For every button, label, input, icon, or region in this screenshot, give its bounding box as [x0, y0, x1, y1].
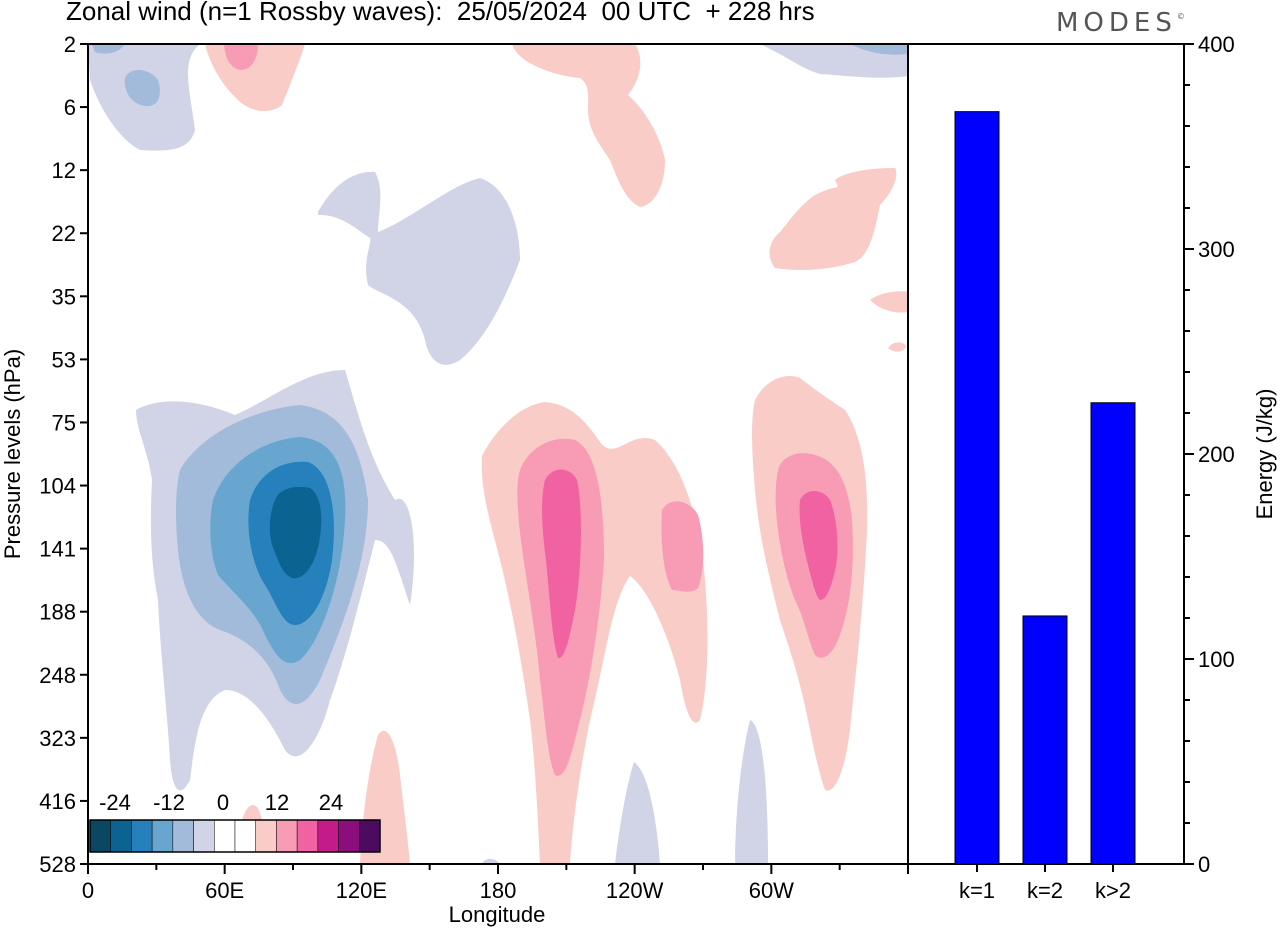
energy-tick-label: 400 — [1198, 32, 1235, 57]
energy-tick-label: 200 — [1198, 442, 1235, 467]
contour-level-minus-6 — [615, 762, 660, 864]
pressure-tick-label: 53 — [52, 347, 76, 372]
energy-tick-label: 0 — [1198, 852, 1210, 877]
colorbar-label: 12 — [265, 790, 289, 815]
contour-level-minus-6 — [482, 858, 500, 864]
positive-anomaly-60w — [752, 376, 868, 791]
x-axis-label: Longitude — [449, 902, 546, 927]
negative-anomaly-upper-left — [88, 44, 200, 151]
negative-anomaly-eastern-hemisphere — [136, 370, 415, 791]
pressure-tick-label: 75 — [52, 410, 76, 435]
logo-mark: © — [1176, 12, 1185, 21]
contour-level-minus-12 — [92, 44, 125, 54]
pressure-tick-label: 528 — [39, 852, 76, 877]
energy-bar — [1022, 615, 1068, 865]
negative-anomaly-lower — [482, 720, 768, 864]
colorbar-swatch — [193, 819, 215, 853]
logo-text: MODES — [1056, 8, 1177, 38]
contour-level-minus-12 — [124, 69, 160, 107]
energy-category-label: k>2 — [1095, 878, 1131, 903]
pressure-tick-label: 12 — [52, 158, 76, 183]
colorbar-swatch — [172, 819, 194, 853]
colorbar-swatch — [151, 819, 174, 853]
energy-category-label: k=2 — [1027, 878, 1063, 903]
colorbar-label: -12 — [153, 790, 185, 815]
energy-tick-label: 100 — [1198, 647, 1235, 672]
colorbar-swatch — [359, 819, 381, 853]
energy-tick-label: 300 — [1198, 237, 1235, 262]
contour-level-plus-6 — [888, 342, 906, 352]
colorbar-swatch — [338, 819, 360, 853]
colorbar-swatch — [317, 819, 339, 853]
contour-level-plus-6 — [242, 805, 262, 820]
contour-level-plus-12 — [224, 44, 258, 70]
colorbar-swatch — [89, 819, 111, 853]
positive-anomaly-upper — [205, 44, 908, 352]
contour-level-plus-6 — [512, 44, 665, 207]
energy-bar — [954, 111, 1000, 865]
energy-category-label: k=1 — [959, 878, 995, 903]
contour-level-minus-12 — [850, 44, 908, 55]
pressure-tick-label: 22 — [52, 221, 76, 246]
colorbar-swatch — [296, 819, 319, 853]
energy-axis-label: Energy (J/kg) — [1252, 389, 1277, 520]
pressure-tick-label: 35 — [52, 284, 76, 309]
contour-level-minus-6 — [318, 171, 520, 365]
pressure-tick-label: 104 — [39, 474, 76, 499]
pressure-tick-label: 6 — [64, 95, 76, 120]
energy-axis: 0 100 200 300 400 — [1184, 32, 1235, 877]
contour-level-minus-6 — [760, 44, 908, 78]
pressure-tick-label: 248 — [39, 663, 76, 688]
positive-anomaly-dateline — [481, 402, 708, 864]
colorbar-label: 24 — [319, 790, 343, 815]
energy-bars: k=1 k=2 k>2 — [954, 111, 1136, 903]
pressure-tick-label: 2 — [64, 32, 76, 57]
colorbar-swatch — [214, 819, 236, 853]
longitude-tick-label: 120E — [336, 878, 387, 903]
colorbar-swatch — [276, 819, 298, 853]
energy-bar — [1090, 402, 1136, 865]
contour-level-plus-12 — [661, 501, 704, 592]
colorbar-swatch — [255, 819, 277, 853]
contour-level-plus-6 — [870, 291, 908, 313]
longitude-axis: 0 60E 120E 180 120W 60W — [82, 864, 909, 903]
colorbar-frame — [89, 819, 381, 853]
contour-level-minus-30 — [269, 486, 322, 579]
modes-logo: MODES© — [1056, 8, 1185, 38]
contour-level-plus-18 — [542, 469, 581, 659]
colorbar-label: -24 — [99, 790, 131, 815]
colorbar-swatch — [131, 819, 153, 853]
colorbar-labels: -24 -12 0 12 24 — [99, 790, 343, 815]
longitude-tick-label: 60W — [749, 878, 794, 903]
colorbar-swatch — [110, 819, 132, 853]
longitude-tick-label: 0 — [82, 878, 94, 903]
pressure-tick-label: 141 — [39, 537, 76, 562]
colorbar — [89, 819, 381, 853]
longitude-tick-label: 180 — [480, 878, 517, 903]
negative-anomaly-stratosphere — [318, 44, 908, 365]
colorbar-swatch — [234, 819, 256, 853]
y-axis-label: Pressure levels (hPa) — [0, 349, 25, 559]
pressure-axis: 2 6 12 22 35 53 75 104 141 188 248 323 416 528 — [39, 32, 88, 877]
contour-field — [88, 44, 908, 864]
pressure-tick-label: 188 — [39, 600, 76, 625]
chart-title: Zonal wind (n=1 Rossby waves): 25/05/202… — [66, 0, 815, 26]
contour-level-plus-6 — [769, 168, 897, 270]
contour-level-minus-6 — [735, 720, 768, 864]
colorbar-label: 0 — [217, 790, 229, 815]
pressure-tick-label: 323 — [39, 726, 76, 751]
longitude-tick-label: 60E — [205, 878, 244, 903]
contour-level-plus-18 — [799, 491, 838, 600]
pressure-tick-label: 416 — [39, 789, 76, 814]
longitude-tick-label: 120W — [606, 878, 664, 903]
